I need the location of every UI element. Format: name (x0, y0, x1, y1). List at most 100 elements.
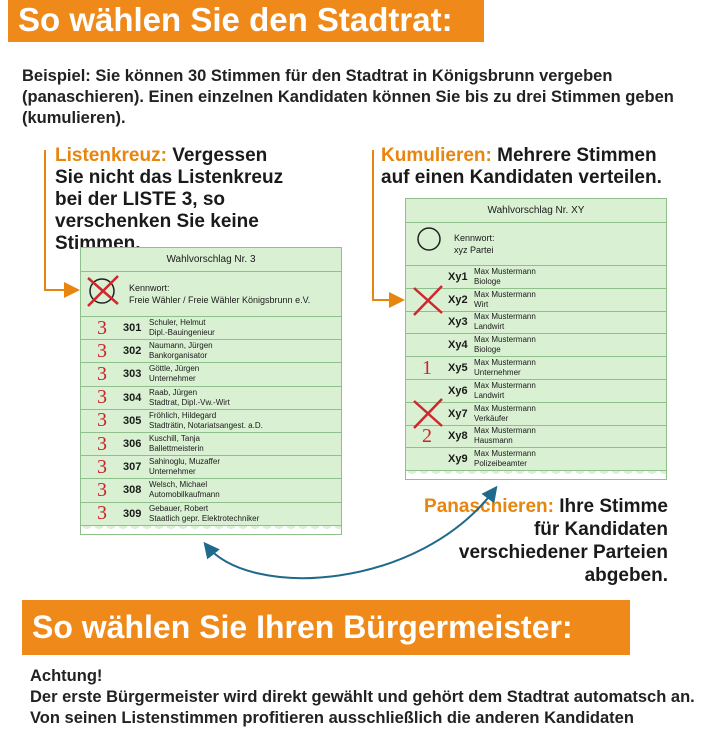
kennwort-label: Kennwort: (454, 233, 495, 243)
panaschieren-callout: Panaschieren: Ihre Stimme für Kandidaten… (420, 495, 668, 587)
candidate-number: 305 (123, 414, 142, 427)
callout-text: Ihre Stimme für Kandidaten verschiedener… (458, 496, 668, 586)
candidate-job: Biologe (474, 276, 501, 286)
candidate-name: Max Mustermann (474, 449, 536, 459)
candidate-number: Xy2 (448, 293, 468, 306)
candidate-number: Xy8 (448, 430, 468, 443)
ballot-edge (406, 471, 666, 480)
candidate: Max Mustermann Hausmann (474, 426, 536, 446)
achtung-text: Der erste Bürgermeister wird direkt gewä… (30, 688, 695, 727)
candidate-job: Hausmann (474, 436, 513, 446)
candidate-name: Göttle, Jürgen (149, 364, 200, 374)
candidate-number: 303 (123, 368, 142, 381)
candidate: Göttle, Jürgen Unternehmer (149, 364, 199, 384)
kennwort-row: Kennwort: Freie Wähler / Freie Wähler Kön… (81, 272, 341, 317)
callout-label: Listenkreuz: (55, 145, 167, 166)
candidate: Welsch, Michael Automobilkaufmann (149, 480, 220, 500)
candidate: Naumann, Jürgen Bankorganisator (149, 341, 213, 361)
kennwort: Freie Wähler / Freie Wähler Königsbrunn … (129, 295, 311, 305)
candidate-name: Raab, Jürgen (149, 387, 198, 397)
candidate: Fröhlich, Hildegard Stadträtin, Notariats… (149, 411, 263, 431)
candidate-job: Dipl.-Bauingenieur (149, 328, 215, 338)
candidate-row: Xy7 Max Mustermann Verkäufer (406, 403, 666, 426)
candidate-job: Unternehmer (474, 368, 521, 378)
votes: 2 (422, 424, 432, 447)
votes: 3 (97, 478, 107, 501)
callout-text: Vergessen Sie nicht das Listenkreuz bei … (55, 145, 284, 254)
candidate-name: Welsch, Michael (149, 480, 208, 490)
candidate-name: Gebauer, Robert (149, 503, 209, 513)
candidate: Max Mustermann Polizeibeamter (474, 449, 536, 469)
candidate-job: Verkäufer (474, 413, 509, 423)
candidate: Max Mustermann Unternehmer (474, 358, 536, 378)
callout-label: Panaschieren: (424, 496, 554, 517)
ballot: Wahlvorschlag Nr. 3 Kennwort: Freie Wähler… (80, 247, 342, 535)
candidate-row: Xy3 Max Mustermann Landwirt (406, 312, 666, 335)
candidate-job: Landwirt (474, 322, 505, 332)
candidate-row: Xy9 Max Mustermann Polizeibeamter (406, 448, 666, 472)
candidate-number: Xy4 (448, 339, 468, 352)
candidate: Max Mustermann Biologe (474, 335, 536, 355)
kennwort-label: Kennwort: (129, 283, 170, 293)
listenkreuz-callout: Listenkreuz: Vergessen Sie nicht das Lis… (55, 145, 300, 255)
ballot-title: Wahlvorschlag Nr. 3 (81, 248, 341, 272)
candidate-number: 301 (123, 322, 142, 335)
votes: 3 (97, 432, 107, 455)
candidate-name: Naumann, Jürgen (149, 341, 213, 351)
candidate-job: Stadtrat, Dipl.-Vw.-Wirt (149, 397, 230, 407)
kennwort-row: Kennwort: xyz Partei (406, 223, 666, 266)
candidate-row: 3 309 Gebauer, Robert Staatlich gepr. Elekt… (81, 502, 341, 526)
candidate-row: 3 303 Göttle, Jürgen Unternehmer (81, 363, 341, 387)
candidate-job: Unternehmer (149, 467, 196, 477)
candidate-row: Xy2 Max Mustermann Wirt (406, 289, 666, 312)
candidate-job: Wirt (474, 299, 489, 309)
candidate-name: Schuler, Helmut (149, 318, 206, 328)
candidate-number: Xy6 (448, 384, 468, 397)
candidate-job: Stadträtin, Notariatsangest. a.D. (149, 420, 263, 430)
callout-text: Mehrere Stimmen auf einen Kandidaten ver… (381, 145, 662, 188)
candidate: Sahinoglu, Muzaffer Unternehmer (149, 457, 220, 477)
candidate-name: Fröhlich, Hildegard (149, 410, 217, 420)
header-title: So wählen Sie den Stadtrat: (8, 0, 484, 42)
candidate: Raab, Jürgen Stadtrat, Dipl.-Vw.-Wirt (149, 388, 230, 408)
candidate-row: 3 304 Raab, Jürgen Stadtrat, Dipl.-Vw.-Wirt (81, 386, 341, 410)
votes: 3 (97, 386, 107, 409)
candidate-job: Ballettmeisterin (149, 444, 204, 454)
candidate-row: 2 Xy8 Max Mustermann Hausmann (406, 424, 666, 449)
candidate-name: Max Mustermann (474, 335, 536, 345)
candidate-name: Max Mustermann (474, 312, 536, 322)
candidate-name: Max Mustermann (474, 266, 536, 276)
candidate-row: Xy6 Max Mustermann Landwirt (406, 380, 666, 403)
kennwort: xyz Partei (454, 245, 494, 255)
votes: 3 (97, 502, 107, 525)
votes: 3 (97, 409, 107, 432)
candidate-job: Staatlich gepr. Elektrotechniker (149, 513, 260, 523)
candidate-job: Polizeibeamter (474, 459, 527, 469)
candidate-number: 306 (123, 438, 142, 451)
candidate-row: 3 307 Sahinoglu, Muzaffer Unternehmer (81, 456, 341, 480)
candidate-row: 1 Xy5 Max Mustermann Unternehmer (406, 357, 666, 380)
candidate-number: 302 (123, 345, 142, 358)
candidate-job: Landwirt (474, 390, 505, 400)
candidate-job: Biologe (474, 345, 501, 355)
header2-title: So wählen Sie Ihren Bürgermeister: (22, 600, 630, 655)
ballot-edge (81, 525, 341, 534)
candidate-number: 309 (123, 507, 142, 520)
votes: 1 (422, 356, 432, 379)
candidate-number: 304 (123, 391, 142, 404)
candidate-name: Max Mustermann (474, 403, 536, 413)
candidate-row: 3 306 Kuschill, Tanja Ballettmeisterin (81, 432, 341, 457)
candidate: Max Mustermann Wirt (474, 290, 536, 310)
candidate-job: Unternehmer (149, 374, 196, 384)
candidate-name: Kuschill, Tanja (149, 434, 200, 444)
candidate-name: Max Mustermann (474, 289, 536, 299)
candidate: Gebauer, Robert Staatlich gepr. Elektrote… (149, 504, 259, 524)
votes: 3 (97, 316, 107, 339)
kumulieren-callout: Kumulieren: Mehrere Stimmen auf einen Ka… (381, 145, 671, 189)
ballot: Wahlvorschlag Nr. XY Kennwort: xyz Partei X… (405, 198, 667, 481)
candidate-row: 3 305 Fröhlich, Hildegard Stadträtin, Notar… (81, 409, 341, 433)
candidate-job: Bankorganisator (149, 351, 208, 361)
intro: Beispiel: Sie können 30 Stimmen für den … (22, 67, 674, 127)
candidate-number: Xy9 (448, 453, 468, 466)
